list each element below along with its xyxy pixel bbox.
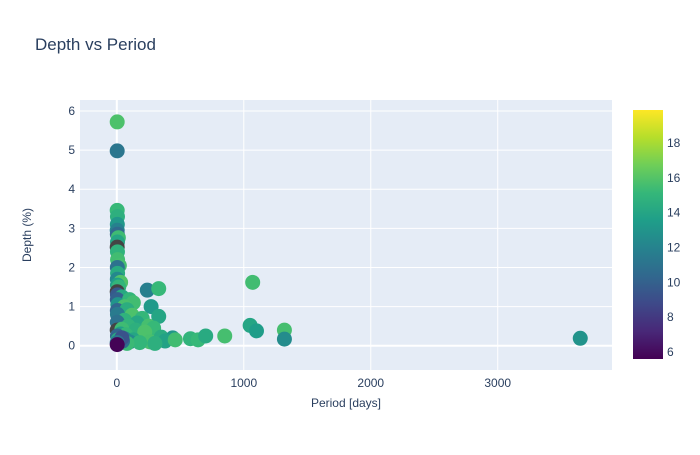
y-tick-label: 5 xyxy=(68,143,75,157)
chart-title: Depth vs Period xyxy=(35,35,156,54)
data-point xyxy=(572,330,588,346)
y-tick-label: 3 xyxy=(68,221,75,235)
colorbar xyxy=(633,110,663,359)
colorbar-tick-label: 8 xyxy=(667,310,674,324)
y-tick-label: 6 xyxy=(68,104,75,118)
data-point xyxy=(109,143,125,159)
y-tick-label: 1 xyxy=(68,300,75,314)
plot-area xyxy=(80,100,612,370)
data-point xyxy=(151,281,167,297)
data-point xyxy=(109,114,125,130)
colorbar-tick-label: 12 xyxy=(667,241,681,255)
data-point xyxy=(151,308,167,324)
y-tick-label: 2 xyxy=(68,260,75,274)
data-point xyxy=(248,323,264,339)
colorbar-tick-label: 16 xyxy=(667,171,681,185)
x-tick-label: 1000 xyxy=(230,376,257,390)
colorbar-tick-label: 6 xyxy=(667,345,674,359)
y-tick-label: 4 xyxy=(68,182,75,196)
x-tick-label: 0 xyxy=(113,376,120,390)
grid xyxy=(80,100,612,370)
data-point xyxy=(198,328,214,344)
colorbar-tick-label: 18 xyxy=(667,136,681,150)
x-tick-label: 2000 xyxy=(357,376,384,390)
colorbar-ticks: 6 8 10 12 14 16 18 xyxy=(667,136,681,359)
x-tick-label: 3000 xyxy=(484,376,511,390)
data-point xyxy=(132,335,148,351)
data-point xyxy=(167,332,183,348)
x-axis-ticks: 0 1000 2000 3000 xyxy=(113,376,511,390)
data-point xyxy=(139,282,155,298)
x-axis-label: Period [days] xyxy=(311,396,381,410)
data-point xyxy=(109,337,125,353)
y-axis-ticks: 0 1 2 3 4 5 6 xyxy=(68,104,75,353)
y-tick-label: 0 xyxy=(68,339,75,353)
data-point xyxy=(147,335,163,351)
data-points xyxy=(109,114,588,353)
data-point xyxy=(217,328,233,344)
y-axis-label: Depth (%) xyxy=(20,208,34,262)
data-point xyxy=(276,331,292,347)
colorbar-tick-label: 10 xyxy=(667,275,681,289)
data-point xyxy=(245,274,261,290)
colorbar-tick-label: 14 xyxy=(667,206,681,220)
